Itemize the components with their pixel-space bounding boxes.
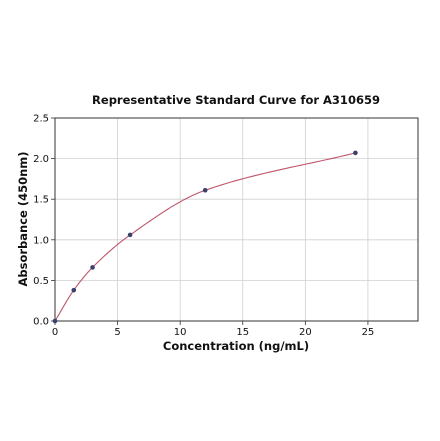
y-tick-label: 1.0 xyxy=(33,235,49,246)
x-tick-label: 15 xyxy=(236,327,249,338)
x-tick-label: 5 xyxy=(114,327,120,338)
fit-curve xyxy=(54,152,356,322)
y-tick-label: 2.0 xyxy=(33,154,49,165)
grid-lines xyxy=(54,117,418,322)
x-tick-label: 10 xyxy=(174,327,187,338)
x-tick-label: 20 xyxy=(299,327,312,338)
plot-area xyxy=(54,117,419,322)
y-tick-label: 2.5 xyxy=(33,114,49,125)
data-points xyxy=(52,150,358,324)
y-tick-label: 0.5 xyxy=(33,276,49,287)
data-point xyxy=(52,318,58,324)
data-point xyxy=(127,232,133,238)
data-point xyxy=(71,287,77,293)
y-axis-ticks: 0.0 0.5 1.0 1.5 2.0 2.5 xyxy=(33,114,55,328)
y-tick-label: 1.5 xyxy=(33,195,49,206)
data-point xyxy=(202,187,208,193)
x-tick-label: 25 xyxy=(362,327,375,338)
data-point xyxy=(90,265,95,270)
y-tick-label: 0.0 xyxy=(33,317,49,328)
x-axis-ticks: 0 5 10 15 20 25 xyxy=(52,321,374,338)
x-axis-label: Concentration (ng/mL) xyxy=(163,339,309,353)
chart-title: Representative Standard Curve for A31065… xyxy=(92,93,380,107)
data-point xyxy=(353,150,358,156)
y-axis-label: Absorbance (450nm) xyxy=(16,151,30,286)
x-tick-label: 0 xyxy=(52,327,58,338)
